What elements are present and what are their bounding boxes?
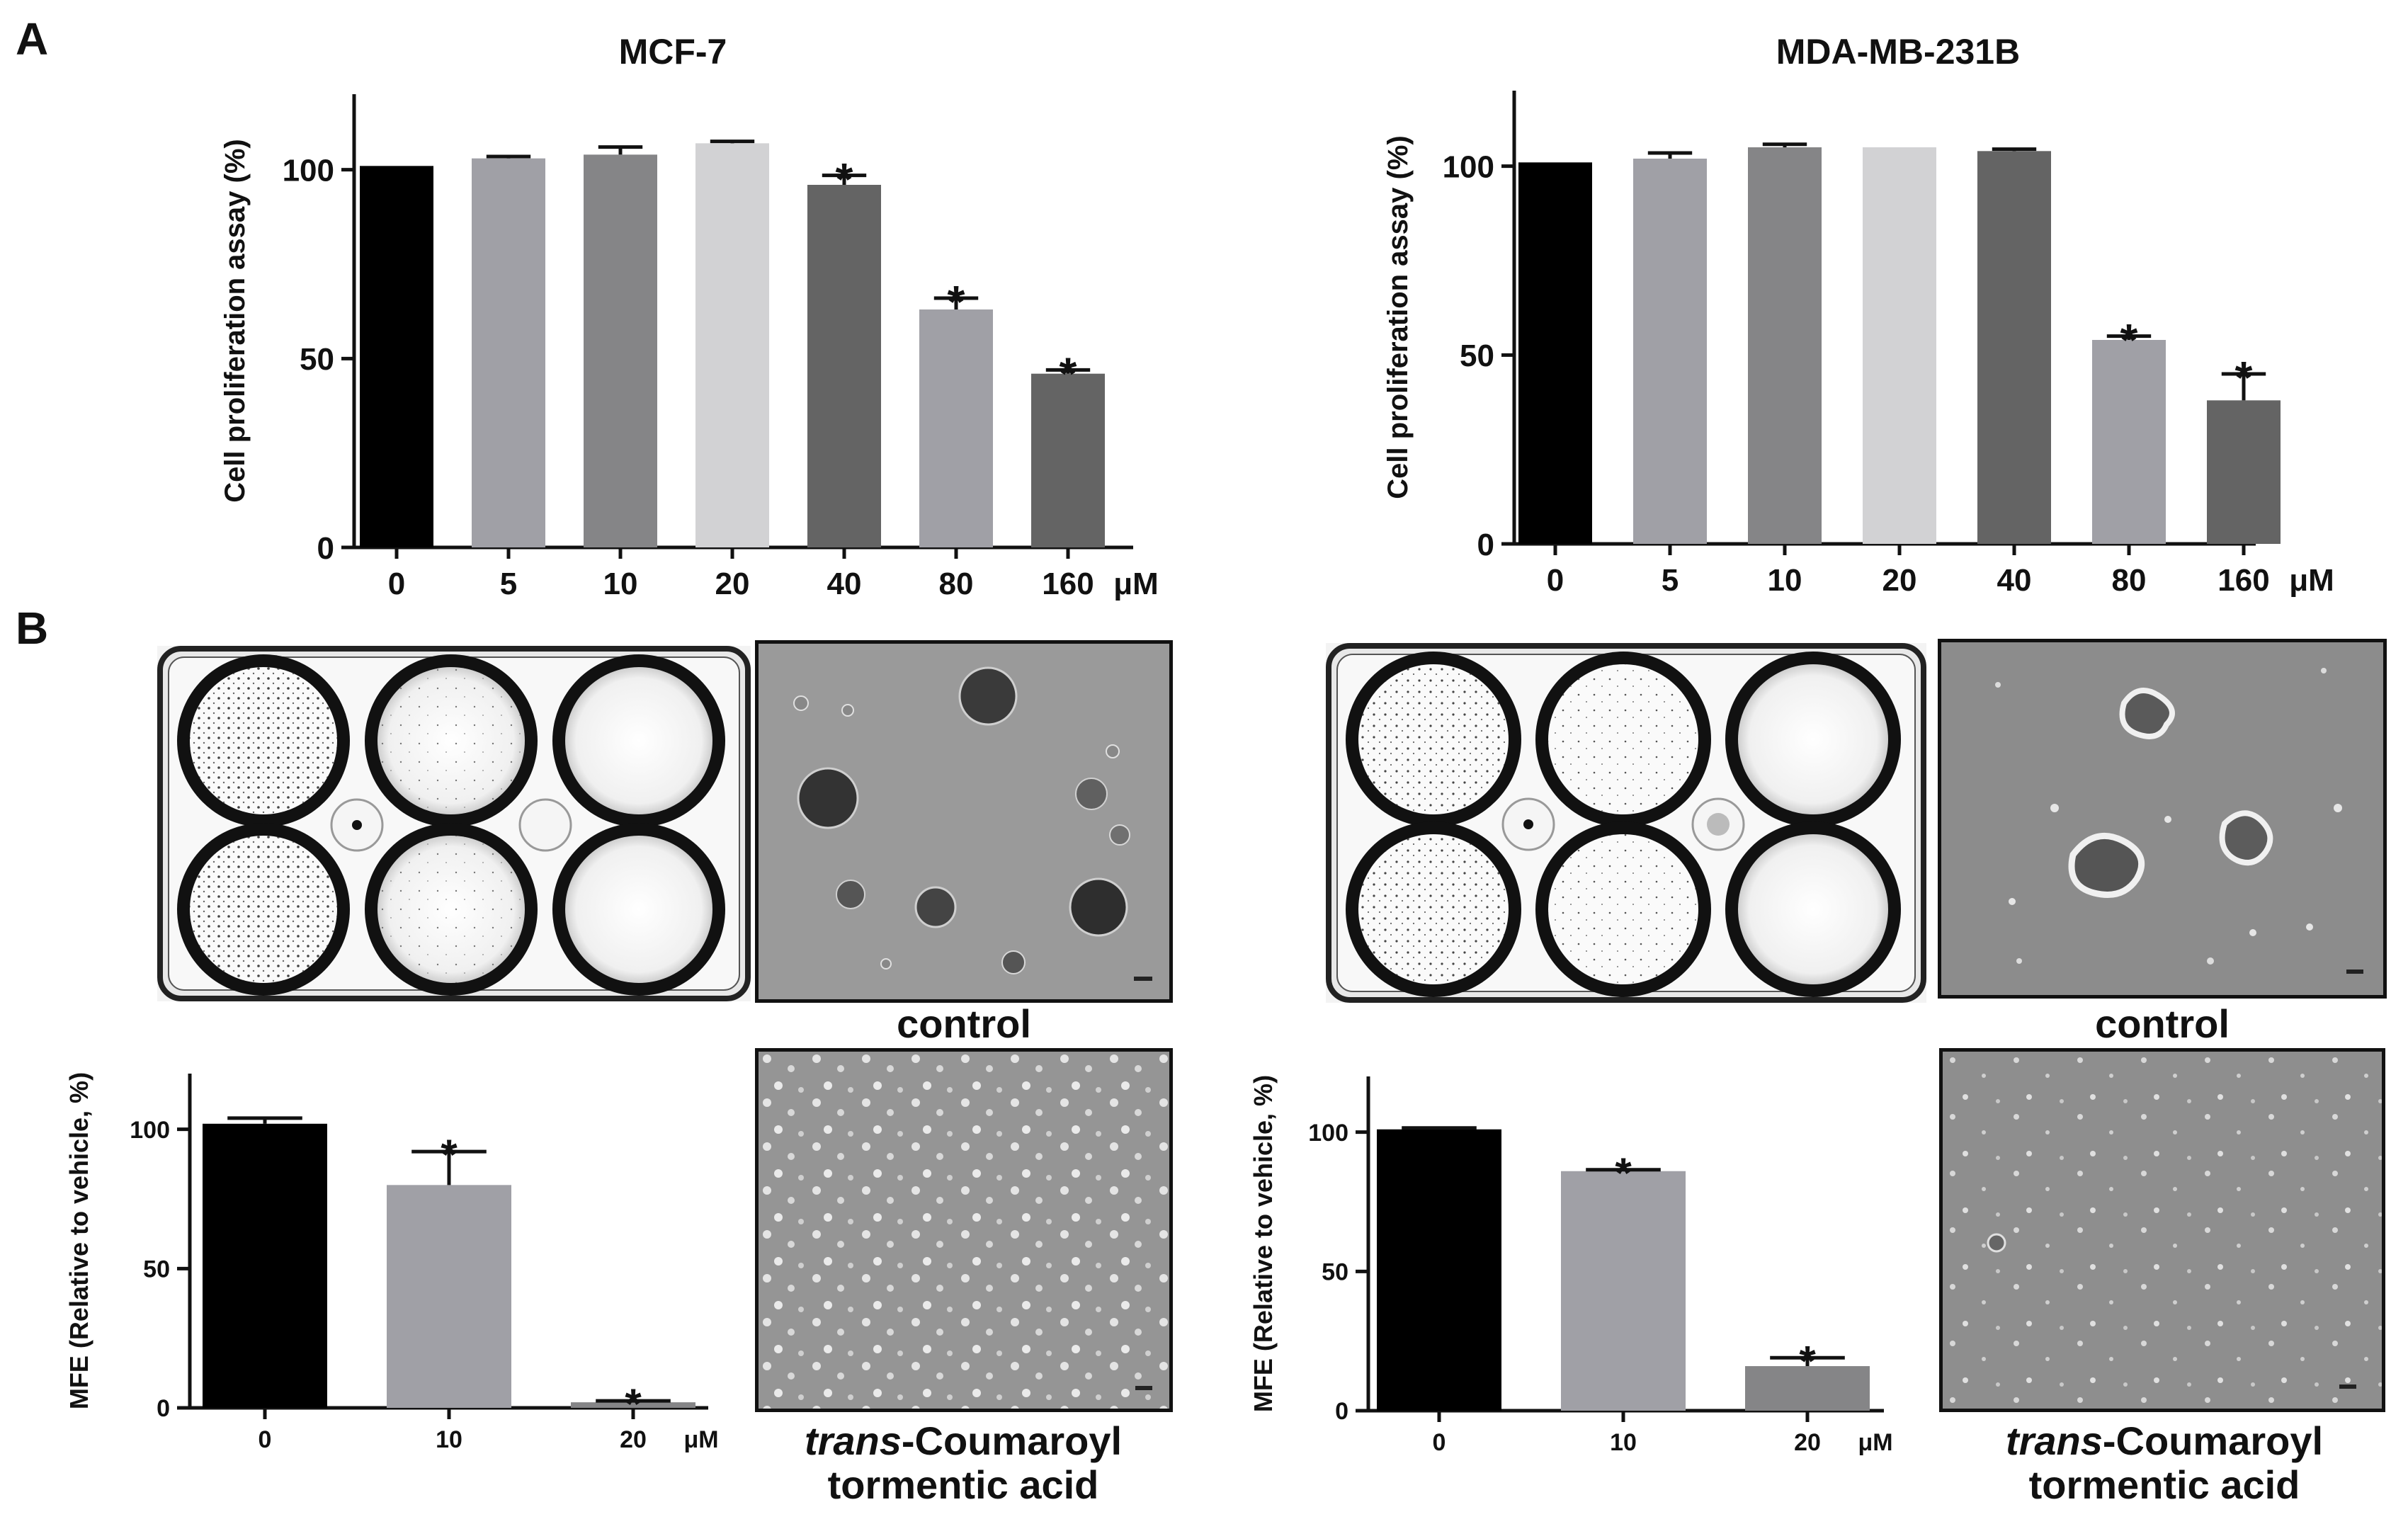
y-tick-label: 50 (1460, 339, 1494, 373)
y-tick-label: 100 (1308, 1120, 1348, 1147)
y-tick-label: 0 (1477, 528, 1494, 562)
bar (472, 158, 545, 547)
panel-label-b: B (16, 603, 49, 654)
bar (695, 143, 769, 548)
bar (1377, 1129, 1501, 1411)
y-axis-label: MFE (Relative to vehicle, %) (1249, 1075, 1278, 1412)
label-treated-line2: tormentic acid (2028, 1462, 2300, 1507)
x-unit-label: μM (683, 1426, 718, 1453)
chart-mdamb231b-mfe: 0 50 100 MFE (Relative to vehicle, %) 0 10 * 20… (1249, 1075, 1893, 1456)
x-tick-label: 0 (259, 1426, 272, 1453)
label-treated-line2: tormentic acid (827, 1462, 1099, 1507)
bar (571, 1402, 695, 1408)
x-tick-label: 40 (1997, 563, 2032, 598)
significance-star: * (1799, 1337, 1816, 1384)
well-plate-photo-right (1326, 643, 1926, 1003)
y-tick-label: 100 (283, 154, 334, 188)
panel-label-a: A (16, 13, 49, 64)
y-tick-label: 100 (130, 1117, 170, 1144)
chart-title: MCF-7 (619, 32, 727, 72)
label-treated-right: trans-Coumaroyl tormentic acid (1924, 1419, 2405, 1507)
bar (919, 309, 993, 547)
y-axis-label: Cell proliferation assay (%) (1382, 135, 1414, 499)
y-tick-label: 0 (157, 1395, 170, 1422)
x-tick-label: 160 (2217, 563, 2269, 598)
significance-star: * (836, 154, 853, 205)
x-tick-label: 0 (1433, 1429, 1446, 1456)
microscopy-control-right (1938, 639, 2387, 999)
significance-star: * (2120, 314, 2138, 365)
microscopy-control-left (755, 640, 1173, 1003)
bar (1031, 373, 1105, 547)
x-tick-label: 10 (1768, 563, 1802, 598)
bar (2092, 340, 2166, 544)
x-tick-label: 80 (2112, 563, 2147, 598)
significance-star: * (441, 1131, 458, 1178)
label-treated-rest: -Coumaroyl (901, 1418, 1123, 1463)
x-tick-label: 80 (939, 567, 974, 601)
label-treated-left: trans-Coumaroyl tormentic acid (737, 1419, 1190, 1507)
bar (2207, 400, 2281, 544)
x-tick-label: 10 (436, 1426, 462, 1453)
y-tick-label: 100 (1443, 150, 1494, 185)
bar (1561, 1171, 1686, 1411)
x-unit-label: μM (2289, 563, 2334, 598)
significance-star: * (948, 276, 965, 327)
bar (1863, 147, 1936, 544)
microscopy-treated-left (755, 1048, 1173, 1412)
x-tick-label: 20 (1882, 563, 1917, 598)
bar (584, 154, 657, 548)
bar (1977, 151, 2051, 545)
y-axis-label: MFE (Relative to vehicle, %) (64, 1072, 93, 1409)
cells-image (1943, 1052, 2382, 1409)
significance-star: * (1060, 348, 1077, 399)
bar (1745, 1366, 1870, 1411)
bar (1633, 159, 1707, 544)
well-plate-image (1326, 643, 1926, 1003)
x-tick-label: 0 (1547, 563, 1564, 598)
significance-star: * (1615, 1149, 1632, 1197)
x-unit-label: μM (1113, 567, 1159, 601)
label-treated-italic: trans (2005, 1418, 2103, 1463)
chart-title: MDA-MB-231B (1776, 32, 2020, 72)
bar (1518, 162, 1592, 545)
bar (203, 1123, 327, 1408)
y-axis-label: Cell proliferation assay (%) (220, 139, 251, 502)
x-unit-label: μM (1858, 1429, 1892, 1456)
label-control-left: control (897, 1001, 1031, 1046)
chart-mcf7-proliferation: MCF-7 0 50 100 Cell proliferation assay (%) 0… (220, 32, 1159, 601)
significance-star: * (625, 1380, 642, 1428)
x-tick-label: 10 (603, 567, 638, 601)
x-tick-label: 20 (620, 1426, 647, 1453)
bar (360, 166, 433, 548)
label-control-right: control (2095, 1001, 2230, 1046)
well-plate-photo-left (157, 646, 751, 1001)
y-tick-label: 0 (1335, 1398, 1348, 1425)
x-tick-label: 5 (500, 567, 517, 601)
label-treated-rest: -Coumaroyl (2102, 1418, 2324, 1463)
bar (387, 1185, 511, 1408)
y-tick-label: 50 (1322, 1259, 1348, 1286)
microscopy-treated-right (1939, 1048, 2385, 1412)
x-tick-label: 5 (1662, 563, 1679, 598)
x-tick-label: 20 (715, 567, 750, 601)
significance-star: * (2235, 352, 2253, 403)
bar (1748, 147, 1822, 544)
y-tick-label: 50 (300, 342, 334, 377)
well-plate-image (157, 646, 751, 1001)
colony-image (793, 666, 1152, 981)
label-treated-italic: trans (804, 1418, 902, 1463)
x-tick-label: 40 (827, 567, 862, 601)
x-tick-label: 10 (1610, 1429, 1637, 1456)
y-tick-label: 50 (143, 1256, 170, 1283)
colony-image (1995, 668, 2363, 974)
cells-image (759, 1052, 1169, 1409)
x-tick-label: 0 (388, 567, 405, 601)
x-tick-label: 160 (1042, 567, 1094, 601)
bar (807, 185, 881, 547)
x-tick-label: 20 (1794, 1429, 1821, 1456)
y-tick-label: 0 (317, 531, 334, 566)
